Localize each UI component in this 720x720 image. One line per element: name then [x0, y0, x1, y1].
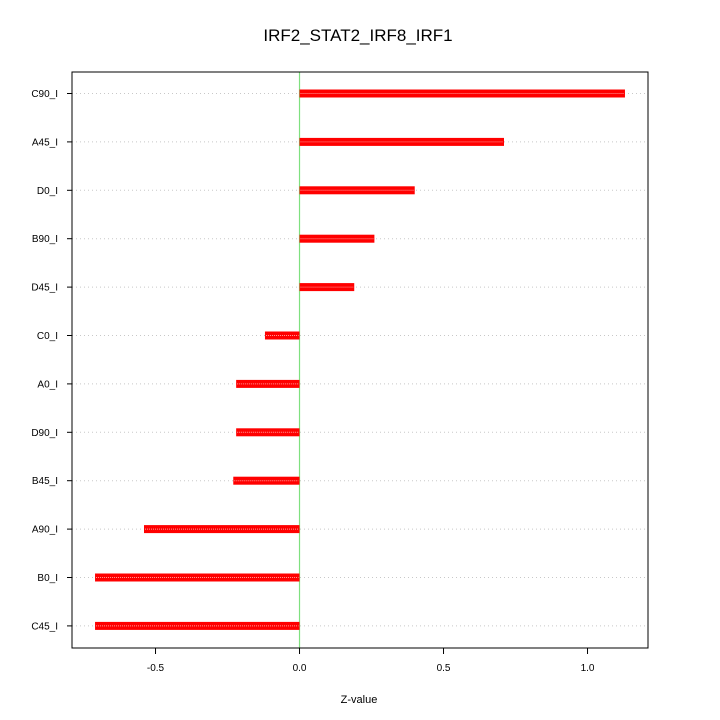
chart-title: IRF2_STAT2_IRF8_IRF1 — [263, 26, 452, 45]
y-tick-label: D0_I — [37, 186, 58, 197]
x-tick-label: 1.0 — [581, 663, 595, 674]
y-tick-label: B45_I — [32, 476, 58, 487]
plot-frame — [71, 71, 649, 649]
y-tick-label: D45_I — [31, 283, 58, 294]
x-tick-label: 0.0 — [293, 663, 307, 674]
y-tick-label: B90_I — [32, 234, 58, 245]
x-tick-label: 0.5 — [437, 663, 451, 674]
bars — [95, 89, 625, 630]
x-axis: -0.5 0.0 0.5 1.0 — [147, 648, 595, 674]
grid-lines — [72, 93, 648, 627]
y-tick-label: A90_I — [32, 525, 58, 536]
bar — [95, 573, 300, 582]
y-tick-label: B0_I — [37, 573, 58, 584]
y-tick-label: A0_I — [37, 379, 58, 390]
y-tick-label: A45_I — [32, 137, 58, 148]
y-tick-label: C90_I — [31, 89, 58, 100]
bar — [299, 89, 625, 98]
y-tick-label: C0_I — [37, 331, 58, 342]
x-tick-label: -0.5 — [147, 663, 165, 674]
x-axis-title: Z-value — [341, 694, 378, 706]
y-tick-label: C45_I — [31, 621, 58, 632]
bar — [299, 137, 504, 146]
bar — [95, 621, 300, 630]
y-axis: C90_I A45_I D0_I B90_I D45_I C0_I A0_I D90_I B45… — [31, 89, 72, 632]
y-tick-label: D90_I — [31, 428, 58, 439]
